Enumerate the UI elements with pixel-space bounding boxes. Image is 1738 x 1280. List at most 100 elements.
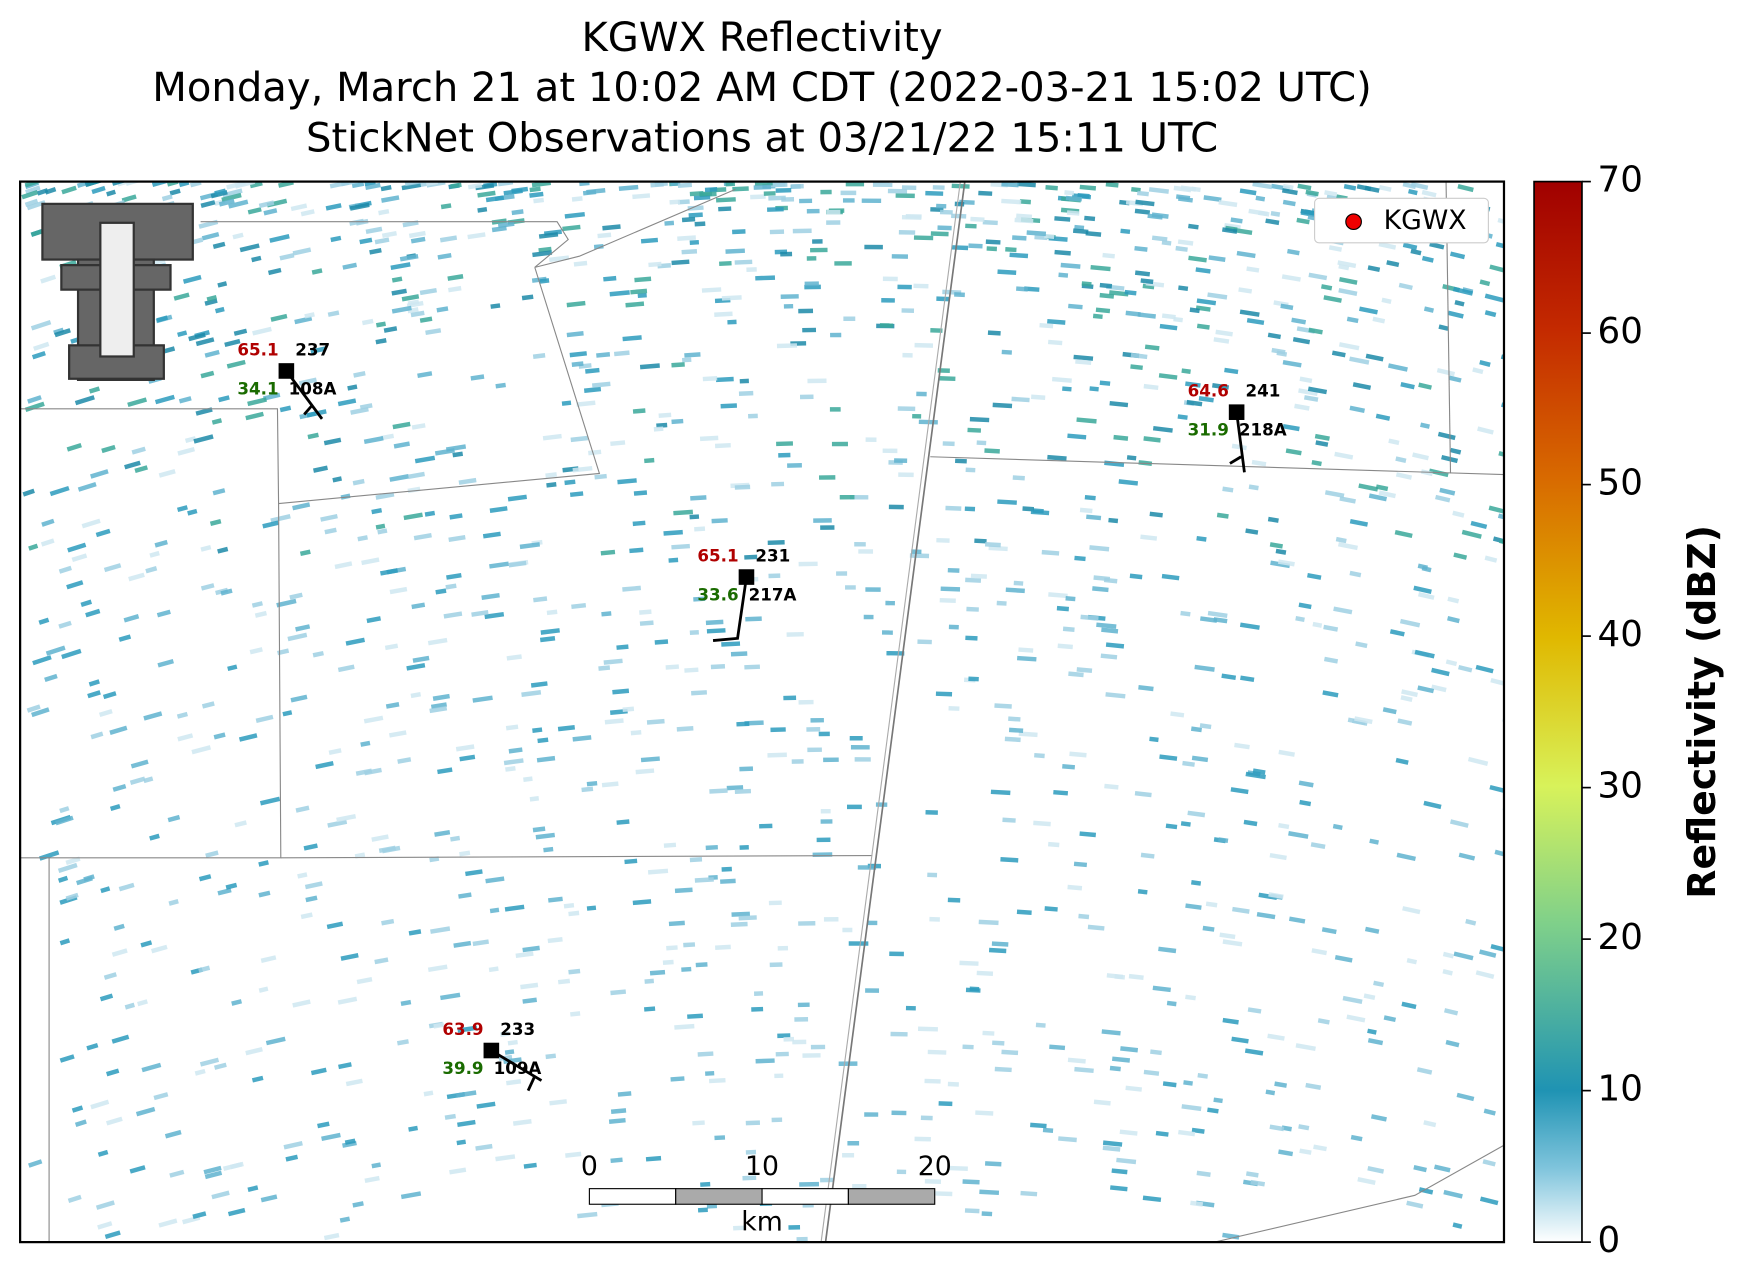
radar-echo [968, 676, 979, 682]
radar-echo [1067, 884, 1083, 891]
radar-echo [840, 190, 857, 196]
radar-echo [996, 600, 1007, 606]
radar-echo [1321, 927, 1337, 935]
radar-echo [1084, 215, 1096, 222]
radar-echo [66, 580, 84, 590]
radar-echo [546, 609, 558, 616]
radar-echo [702, 376, 718, 382]
radar-echo [1092, 586, 1109, 593]
radar-echo [991, 941, 1009, 947]
radar-echo [813, 518, 832, 523]
radar-echo [1140, 278, 1154, 285]
radar-echo [213, 732, 226, 740]
radar-echo [1143, 1069, 1160, 1076]
radar-echo [247, 207, 262, 215]
radar-echo [391, 305, 412, 314]
radar-echo [340, 953, 359, 961]
radar-echo [802, 327, 817, 333]
radar-echo [385, 702, 400, 709]
radar-echo [543, 846, 554, 853]
radar-echo [820, 525, 835, 530]
radar-echo [269, 234, 290, 243]
radar-echo [519, 542, 541, 550]
radar-echo [901, 214, 922, 220]
radar-echo [443, 611, 463, 619]
radar-echo [767, 540, 785, 546]
colorbar-tick-label: 50 [1598, 463, 1643, 504]
radar-echo [505, 724, 519, 731]
radar-echo [820, 189, 832, 195]
radar-echo [1068, 303, 1083, 310]
radar-echo [112, 783, 127, 792]
scale-segment [588, 1188, 677, 1205]
radar-echo [647, 868, 669, 875]
radar-echo [932, 185, 945, 190]
radar-echo [475, 183, 495, 191]
radar-echo [198, 874, 212, 882]
radar-echo [976, 970, 994, 976]
radar-echo [1410, 248, 1422, 256]
radar-echo [221, 192, 242, 203]
radar-echo [974, 538, 987, 544]
radar-echo [472, 939, 489, 947]
radar-echo [1413, 1165, 1427, 1173]
radar-echo [769, 962, 783, 968]
radar-echo [1388, 438, 1400, 446]
dewpoint: 33.6 [697, 584, 738, 604]
radar-echo [239, 243, 260, 253]
radar-echo [715, 944, 731, 950]
radar-echo [1152, 985, 1171, 993]
radar-echo [292, 247, 312, 256]
radar-echo [106, 189, 116, 197]
radar-echo [449, 1167, 467, 1175]
radar-echo [505, 766, 516, 772]
radar-echo [546, 482, 557, 488]
radar-echo [279, 405, 292, 413]
radar-echo [681, 357, 692, 363]
radar-echo [247, 1185, 259, 1192]
radar-echo [1333, 606, 1353, 615]
radar-echo [1381, 297, 1392, 304]
radar-echo [1367, 1028, 1377, 1035]
radar-echo [226, 359, 246, 369]
radar-echo [83, 874, 95, 882]
radar-echo [806, 256, 817, 261]
radar-echo [477, 206, 488, 213]
radar-echo [715, 376, 734, 383]
radar-echo [1251, 459, 1267, 467]
radar-echo [353, 371, 366, 378]
radar-echo [858, 549, 874, 554]
scale-segment [847, 1188, 936, 1205]
radar-echo [699, 191, 713, 197]
radar-echo [1354, 716, 1373, 725]
radar-echo [384, 643, 399, 651]
radar-echo [299, 549, 311, 556]
radar-echo [1423, 306, 1434, 313]
radar-echo [925, 810, 938, 815]
radar-echo [1394, 529, 1413, 539]
radar-echo [1278, 749, 1295, 757]
radar-echo [1231, 443, 1247, 451]
radar-echo [964, 506, 976, 512]
radar-echo [997, 269, 1017, 275]
radar-echo [200, 544, 212, 552]
radar-echo [1467, 756, 1489, 766]
colorbar: Reflectivity (dBZ) 0 10 20 30 40 50 60 70 [1533, 160, 1724, 1261]
radar-echo [1443, 1189, 1463, 1199]
radar-echo [1044, 906, 1058, 912]
radar-echo [217, 546, 229, 554]
radar-echo [634, 276, 652, 283]
radar-echo [1255, 195, 1266, 202]
radar-echo [694, 526, 706, 532]
radar-echo [777, 1033, 791, 1039]
radar-echo [1004, 736, 1021, 743]
radar-echo [812, 239, 823, 244]
radar-echo [214, 306, 225, 314]
radar-echo [1030, 509, 1050, 516]
radar-echo [1339, 277, 1358, 285]
radar-echo [1401, 689, 1418, 698]
radar-echo [577, 1211, 598, 1219]
radar-echo [1282, 183, 1294, 190]
radar-echo [1357, 1177, 1376, 1185]
radar-echo [744, 554, 758, 560]
